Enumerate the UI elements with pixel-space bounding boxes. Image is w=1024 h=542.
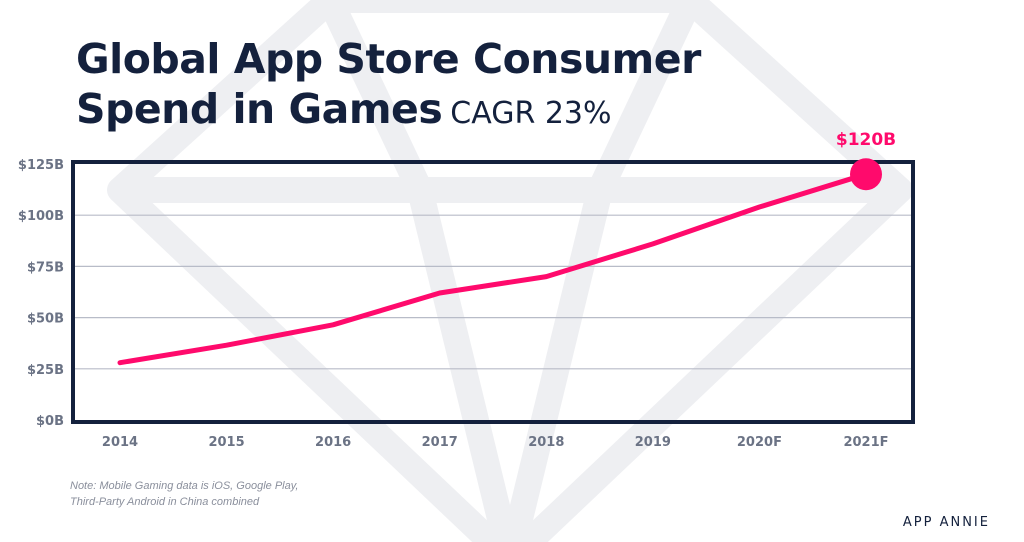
x-tick-label: 2019: [635, 435, 671, 450]
brand-logo-text: APP ANNIE: [902, 515, 990, 530]
plot-frame: [71, 160, 915, 424]
x-tick-label: 2021F: [843, 435, 888, 450]
x-tick-label: 2018: [528, 435, 564, 450]
footnote-line1: Note: Mobile Gaming data is iOS, Google …: [70, 480, 299, 492]
x-tick-label: 2014: [102, 435, 138, 450]
chart-title-line2: Spend in Games CAGR 23%: [76, 84, 701, 139]
footnote: Note: Mobile Gaming data is iOS, Google …: [70, 478, 298, 510]
cagr-subtitle: CAGR 23%: [450, 96, 612, 131]
y-tick-label: $100B: [18, 209, 64, 224]
y-tick-label: $125B: [18, 158, 64, 173]
y-tick-label: $0B: [36, 414, 64, 429]
y-tick-label: $75B: [27, 260, 64, 275]
x-tick-label: 2016: [315, 435, 351, 450]
series-line-consumer-spend: [117, 171, 869, 366]
chart-title: Global App Store Consumer Spend in Games…: [76, 34, 701, 139]
footnote-line2: Third-Party Android in China combined: [70, 496, 260, 508]
x-tick-label: 2015: [208, 435, 244, 450]
chart-title-main: Spend in Games: [76, 85, 443, 133]
end-point-marker: [850, 158, 882, 191]
x-tick-label: 2020F: [737, 435, 782, 450]
x-axis-ticks: 2014 2015 2016 2017 2018 2019 2020F 2021F: [102, 435, 889, 450]
end-point-label: $120B: [836, 130, 896, 150]
y-tick-label: $25B: [27, 363, 64, 378]
x-tick-label: 2017: [422, 435, 458, 450]
y-axis-ticks: $0B $25B $50B $75B $100B $125B: [18, 158, 64, 429]
grid-lines: [75, 214, 911, 370]
chart-title-line1: Global App Store Consumer: [76, 35, 701, 83]
y-tick-label: $50B: [27, 312, 64, 327]
